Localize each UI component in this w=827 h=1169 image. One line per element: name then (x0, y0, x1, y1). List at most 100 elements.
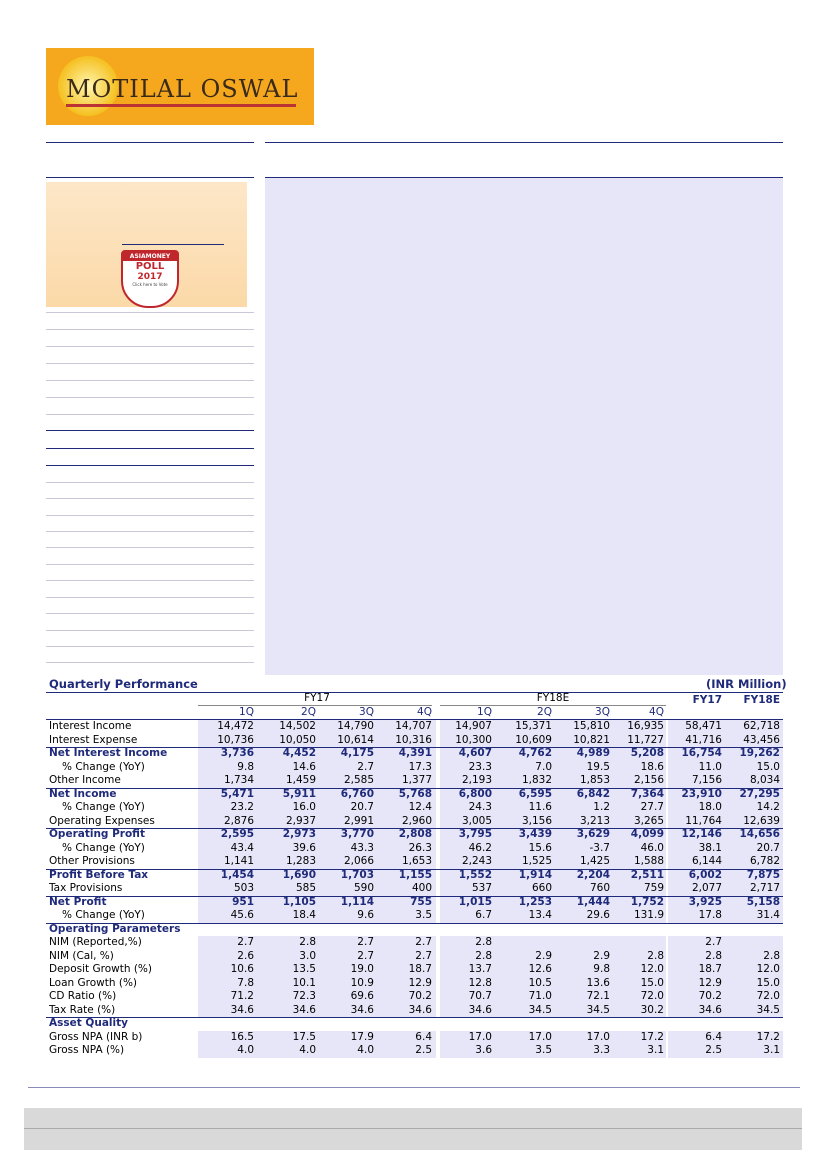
sidebar-rule (46, 448, 254, 449)
cell: 6,800 (458, 787, 492, 800)
cell: 24.3 (468, 801, 492, 813)
cell: 1,253 (518, 895, 552, 908)
cell: 71.0 (528, 990, 552, 1002)
sidebar-rule (46, 564, 254, 565)
cell: 15,371 (515, 720, 552, 732)
cell: 17.5 (292, 1030, 316, 1043)
row-label: Other Provisions (49, 855, 135, 867)
cell: 3.5 (415, 909, 432, 921)
cell: 3.6 (475, 1044, 492, 1056)
cell: 1.2 (593, 801, 610, 813)
cell: 70.2 (408, 990, 432, 1002)
cell: 1,454 (220, 868, 254, 881)
cell: 16.5 (230, 1030, 254, 1043)
cell: 43,456 (743, 733, 780, 746)
cell: 2.8 (705, 949, 722, 962)
cell: 4.0 (357, 1044, 374, 1056)
cell: 4.0 (299, 1044, 316, 1056)
row-label: Gross NPA (%) (49, 1044, 125, 1056)
cell: 10,736 (217, 733, 254, 746)
cell: 2,204 (576, 868, 610, 881)
cell: 2.8 (647, 949, 664, 962)
cell: 3,736 (220, 747, 254, 759)
cell: 503 (233, 882, 254, 894)
cell: 43.3 (350, 841, 374, 854)
cell: 2.8 (763, 949, 780, 962)
cell: 1,377 (401, 774, 432, 786)
cell: 3,795 (458, 828, 492, 840)
cell: 5,208 (630, 747, 664, 759)
sidebar-rule (46, 329, 254, 330)
sidebar-rule (46, 613, 254, 614)
cell: 58,471 (685, 720, 722, 732)
cell: 2.7 (705, 936, 722, 948)
cell: 17.8 (698, 909, 722, 921)
cell: 45.6 (230, 909, 254, 921)
cell: 6,595 (518, 787, 552, 800)
column-shade (668, 720, 783, 1058)
cell: 2,156 (633, 774, 664, 786)
cell: 537 (471, 882, 492, 894)
cell: 2,808 (398, 828, 432, 840)
cell: 6.4 (415, 1030, 432, 1043)
table-unit: (INR Million) (706, 677, 787, 691)
cell: 43.4 (230, 841, 254, 854)
badge: ASIAMONEY POLL 2017 Click here to Vote (121, 250, 179, 308)
badge-poll: POLL (135, 261, 165, 272)
cell: 17.2 (640, 1030, 664, 1043)
cell: 3,629 (576, 828, 610, 840)
cell: 10.6 (230, 963, 254, 975)
cell: 3,925 (688, 895, 722, 908)
cell: 34.6 (468, 1003, 492, 1016)
cell: 2.6 (237, 949, 254, 962)
row-rule (46, 895, 783, 897)
cell: 7,364 (630, 787, 664, 800)
cell: 34.5 (528, 1003, 552, 1016)
sidebar-rule (46, 312, 254, 313)
rule (440, 705, 666, 706)
cell: 3,770 (340, 828, 374, 840)
cell: 2,937 (285, 814, 316, 827)
cell: 16,935 (627, 720, 664, 732)
column-shade (440, 720, 666, 1058)
cell: 760 (589, 882, 610, 894)
row-label: Profit Before Tax (49, 868, 149, 881)
row-label: Interest Income (49, 720, 132, 732)
cell: 12,639 (743, 814, 780, 827)
sidebar-rule (46, 515, 254, 516)
cell: 9.8 (237, 760, 254, 773)
cell: 34.6 (350, 1003, 374, 1016)
cell: 20.7 (756, 841, 780, 854)
cell: 18.0 (698, 801, 722, 813)
cell: 70.7 (468, 990, 492, 1002)
cell: 1,525 (521, 855, 552, 867)
cell: 1,752 (630, 895, 664, 908)
cell: 12.6 (528, 963, 552, 975)
sidebar-rule (46, 482, 254, 483)
cell: 951 (232, 895, 254, 908)
row-label: Net Profit (49, 895, 107, 908)
cell: 2,991 (343, 814, 374, 827)
cell: -3.7 (589, 841, 611, 854)
row-label: % Change (YoY) (62, 841, 145, 854)
cell: 10,316 (395, 733, 432, 746)
cell: 2.9 (593, 949, 610, 962)
cell: 23.3 (468, 760, 492, 773)
row-rule (46, 868, 783, 870)
row-label: Loan Growth (%) (49, 976, 138, 989)
cell: 1,444 (576, 895, 610, 908)
cell: 23,910 (681, 787, 722, 800)
sidebar-rule (46, 363, 254, 364)
cell: 15.6 (528, 841, 552, 854)
sidebar-rule (46, 646, 254, 647)
rule (28, 1087, 800, 1088)
cell: 3.1 (763, 1044, 780, 1056)
sidebar-rule (46, 580, 254, 581)
cell: 6.7 (475, 909, 492, 921)
content-block (265, 178, 783, 675)
cell: 46.2 (468, 841, 492, 854)
cell: 15.0 (756, 760, 780, 773)
row-rule (46, 828, 783, 829)
cell: 5,471 (220, 787, 254, 800)
section-label: Operating Parameters (49, 922, 181, 935)
